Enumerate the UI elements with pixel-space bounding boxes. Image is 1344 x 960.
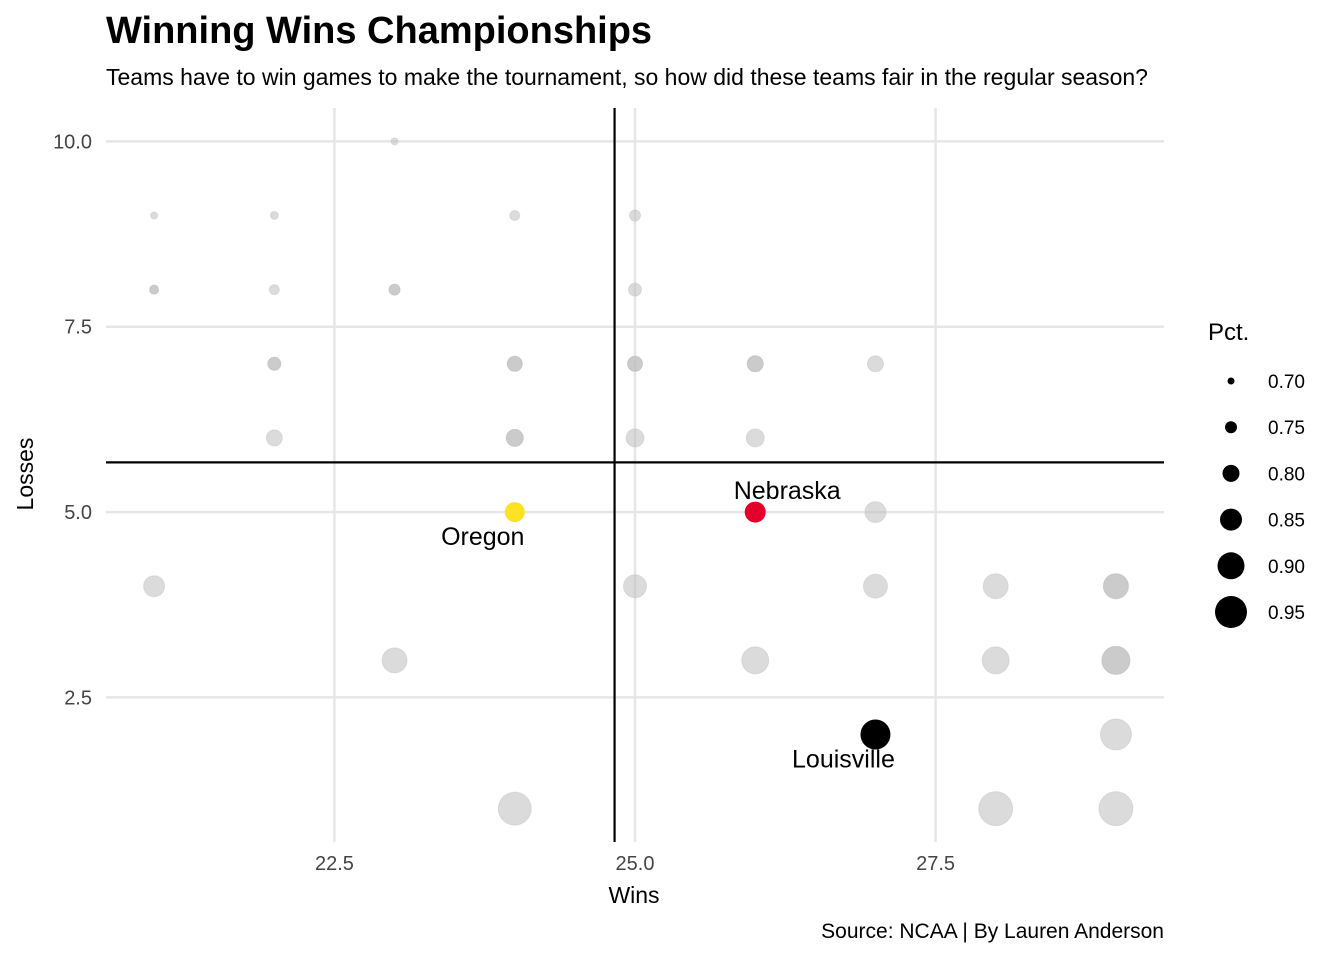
data-point (267, 356, 282, 371)
data-point (978, 791, 1014, 827)
data-point (497, 791, 532, 826)
point-oregon (504, 502, 525, 523)
data-point (628, 282, 642, 297)
data-point (1098, 791, 1134, 827)
data-point (269, 211, 279, 221)
data-point (746, 355, 764, 373)
data-point (627, 355, 643, 372)
data-point (623, 574, 647, 599)
chart-title: Winning Wins Championships (106, 10, 653, 52)
legend-key-0-9 (1217, 552, 1245, 580)
data-point (741, 646, 770, 675)
data-point (745, 428, 765, 448)
point-nebraska (744, 501, 766, 523)
legend-key-0-95 (1215, 596, 1247, 628)
y-axis-title: Losses (12, 438, 38, 511)
legend-label: 0.70 (1268, 372, 1305, 393)
chart-caption: Source: NCAA | By Lauren Anderson (821, 920, 1164, 943)
legend-label: 0.95 (1268, 603, 1305, 624)
grid-layer (106, 108, 1164, 842)
data-point (1102, 573, 1129, 600)
highlighted-points: Oregon Nebraska Louisville (441, 477, 895, 773)
data-point (381, 647, 408, 674)
size-legend: Pct. 0.70 0.75 0.80 0.85 0.90 0.95 (1208, 319, 1305, 628)
data-point (1101, 645, 1131, 675)
legend-title: Pct. (1208, 319, 1249, 346)
data-point (509, 210, 521, 222)
y-tick-label: 7.5 (64, 317, 92, 339)
data-point (982, 573, 1009, 600)
label-nebraska: Nebraska (734, 477, 841, 505)
point-louisville (860, 719, 891, 750)
data-point (143, 575, 166, 598)
data-point (862, 573, 888, 599)
y-tick-label: 5.0 (64, 502, 92, 524)
tick-labels: 2.5 5.0 7.5 10.0 22.5 25.0 27.5 (53, 131, 955, 875)
data-point (981, 646, 1010, 675)
data-point (149, 284, 160, 295)
data-point (150, 211, 159, 220)
x-axis-title: Wins (608, 882, 659, 908)
legend-label: 0.80 (1268, 464, 1305, 485)
data-point (1099, 718, 1132, 751)
x-tick-label: 27.5 (916, 853, 955, 875)
label-oregon: Oregon (441, 523, 524, 551)
legend-label: 0.90 (1268, 557, 1305, 578)
label-louisville: Louisville (792, 745, 895, 773)
data-point (268, 284, 280, 296)
y-tick-label: 10.0 (53, 131, 92, 153)
reference-lines (106, 108, 1164, 842)
data-point (625, 428, 645, 448)
y-tick-label: 2.5 (64, 687, 92, 709)
data-point (390, 137, 399, 146)
data-point (866, 355, 884, 373)
legend-key-0-8 (1222, 464, 1240, 482)
legend-key-0-7 (1227, 377, 1235, 385)
data-point (265, 429, 283, 447)
data-point (629, 209, 641, 222)
x-tick-label: 22.5 (315, 853, 354, 875)
background-points (143, 137, 1134, 827)
legend-label: 0.85 (1268, 511, 1305, 532)
data-point (388, 283, 401, 296)
legend-label: 0.75 (1268, 418, 1305, 439)
chart-subtitle: Teams have to win games to make the tour… (106, 64, 1148, 90)
legend-key-0-85 (1220, 508, 1242, 531)
data-point (506, 355, 523, 372)
data-point (505, 428, 524, 447)
data-point (864, 501, 887, 524)
x-tick-label: 25.0 (616, 853, 655, 875)
legend-key-0-75 (1225, 421, 1237, 434)
